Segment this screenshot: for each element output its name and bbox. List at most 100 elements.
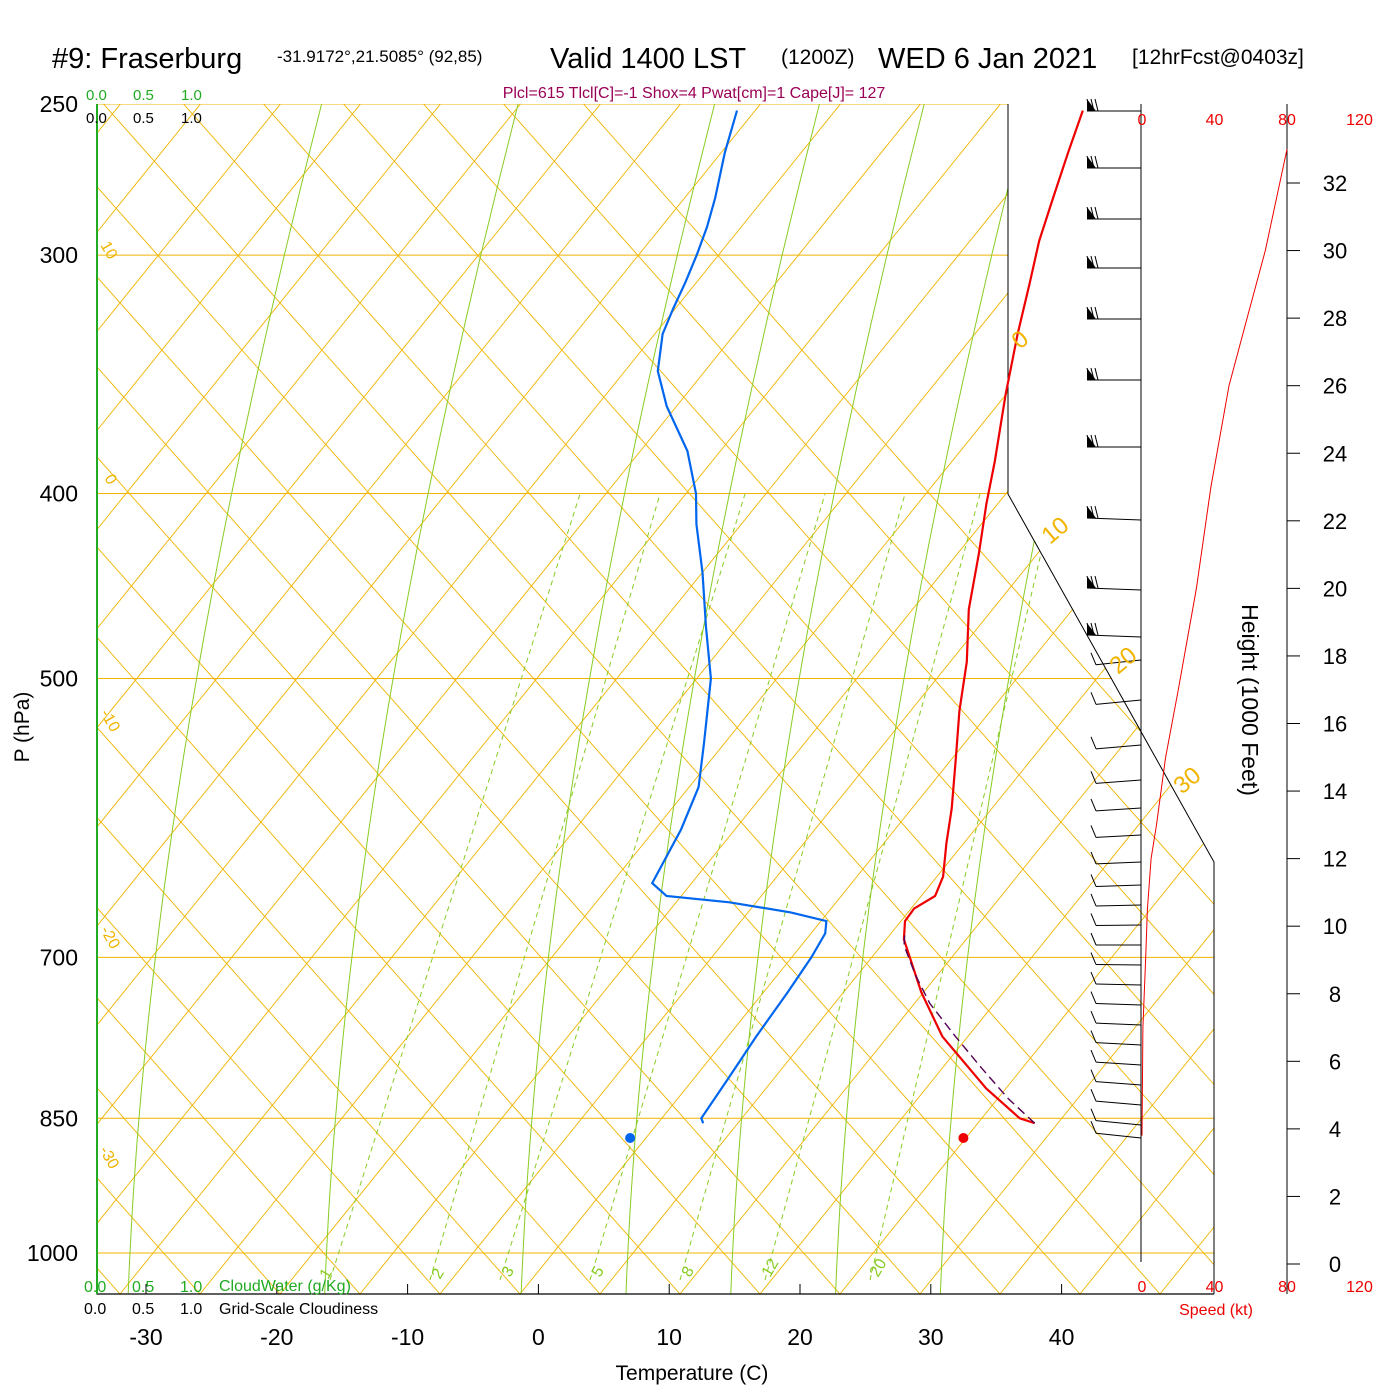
height-tick-label: 4: [1329, 1117, 1341, 1142]
wind-barb-staff: [1095, 1003, 1142, 1006]
dry-adiabat: [97, 104, 481, 1294]
isobar-lines: [97, 104, 1214, 1254]
wind-barb-feather: [1090, 971, 1097, 985]
wind-barb-staff: [1095, 1132, 1142, 1139]
wind-barb-feather: [1086, 155, 1091, 169]
speed-tick-bottom: 120: [1346, 1279, 1373, 1296]
height-tick-label: 0: [1329, 1252, 1341, 1277]
height-tick-label: 28: [1323, 306, 1347, 331]
wind-barb-feather: [1090, 1088, 1097, 1102]
mixing-ratio-line: [679, 493, 906, 1281]
wind-barb-feather: [1090, 798, 1097, 812]
x-tick-label: 20: [787, 1324, 813, 1350]
chart-coordinates: -31.9172°,21.5085° (92,85): [277, 47, 482, 66]
dry-adiabat: [97, 104, 641, 1294]
x-axis-title: Temperature (C): [616, 1362, 769, 1385]
height-tick-label: 10: [1323, 914, 1347, 939]
series-parcel: [903, 930, 1036, 1124]
wind-barb-feather: [1086, 434, 1091, 448]
dry-adiabat: [599, 104, 1214, 1294]
wind-barb-feather: [1090, 952, 1097, 965]
chart-utc-time: (1200Z): [781, 46, 855, 69]
wind-barb-feather: [1094, 155, 1099, 169]
wind-barb-staff: [1095, 904, 1142, 907]
wind-barb-feather: [1090, 771, 1097, 784]
wind-barb-feather: [1090, 1108, 1097, 1121]
wind-barb-staff: [1095, 1042, 1142, 1046]
wind-barb-feather: [1090, 575, 1095, 589]
height-tick-label: 14: [1323, 779, 1347, 804]
dry-adiabat: [97, 104, 561, 1294]
wind-barb-feather: [1090, 1069, 1097, 1082]
wind-barb-staff: [1095, 983, 1142, 986]
dry-adiabat: [97, 104, 401, 1294]
x-tick-label: -30: [129, 1324, 162, 1350]
wind-barb-feather: [1090, 893, 1097, 907]
y-tick-label: 500: [40, 666, 78, 692]
x-tick-label: 40: [1049, 1324, 1075, 1350]
dry-adiabat: [97, 104, 801, 1294]
wind-barb-feather: [1090, 434, 1095, 448]
cloudiness-legend: Grid-Scale Cloudiness: [219, 1301, 378, 1318]
wind-barb-feather: [1090, 1049, 1097, 1063]
wind-barb-staff: [1095, 834, 1142, 838]
dry-adiabat: [119, 104, 1121, 1294]
chart-title-station: #9: Fraserburg: [52, 43, 242, 75]
height-tick-label: 20: [1323, 576, 1347, 601]
wind-barb-staff: [1095, 1081, 1142, 1086]
mixing-ratio-line: [329, 493, 581, 1281]
speed-tick-top: 120: [1346, 112, 1373, 129]
wind-barb-staff: [1095, 1061, 1142, 1066]
wind-barb-staff: [1095, 807, 1142, 812]
moist-adiabat: [625, 104, 820, 1294]
wind-barb-feather: [1094, 98, 1099, 112]
height-tick-label: 30: [1323, 239, 1347, 264]
dry-adiabat: [519, 104, 1214, 1294]
dry-adiabat-cross: [139, 104, 1214, 1294]
height-axis-title: Height (1000 Feet): [1237, 604, 1263, 796]
wind-barb-feather: [1094, 434, 1099, 448]
speed-tick-top: 80: [1278, 112, 1296, 129]
cloud-scale-top-black-1: 0.5: [133, 110, 154, 127]
surface-dewpoint-dot: [625, 1133, 636, 1143]
wind-barb-staff: [1095, 699, 1142, 705]
mixing-ratio-line: [589, 493, 826, 1281]
speed-tick-bottom: 40: [1206, 1279, 1224, 1296]
wind-barb-staff: [1086, 517, 1142, 521]
wind-barb-feather: [1094, 575, 1099, 589]
dry-adiabat: [999, 104, 1214, 1294]
wind-barb-feather: [1090, 851, 1097, 865]
y-tick-label: 300: [40, 242, 78, 268]
wind-barb-staff: [1095, 861, 1142, 865]
wind-barb-feather: [1090, 692, 1097, 705]
wind-barb-feather: [1086, 575, 1091, 589]
dry-adiabat: [97, 104, 321, 1294]
dry-adiabat-cross: [97, 104, 521, 1294]
wind-barb-feather: [1090, 991, 1097, 1004]
dry-adiabat-cross: [97, 104, 1001, 1294]
dry-adiabat: [439, 104, 1214, 1294]
series-dewpoint: [650, 110, 828, 1124]
wind-barb-feather: [1090, 98, 1095, 112]
wind-barb-feather: [1090, 652, 1097, 665]
dry-adiabat: [97, 104, 881, 1294]
wind-barb-staff: [1095, 659, 1142, 666]
speed-axis-title: Speed (kt): [1179, 1302, 1253, 1319]
cloud-scale-bottom-green-0: 0.0: [84, 1279, 106, 1296]
series-temperature: [902, 110, 1084, 1125]
dry-adiabat-cross: [97, 104, 1161, 1294]
wind-barb-staff: [1095, 1120, 1142, 1126]
wind-barb-feather: [1090, 874, 1097, 887]
cloud-scale-bottom-black-2: 1.0: [180, 1301, 202, 1318]
plot-frame: [96, 104, 1288, 1295]
dry-adiabat: [759, 104, 1214, 1294]
height-tick-label: 8: [1329, 982, 1341, 1007]
mixing-ratio-line: [764, 493, 981, 1281]
wind-barb-staff: [1095, 884, 1142, 887]
moist-adiabat: [324, 104, 519, 1294]
y-tick-label: 700: [40, 944, 78, 970]
cloud-scale-top-green-0: 0.0: [86, 87, 107, 104]
cloud-scale-top-black-2: 1.0: [181, 110, 202, 127]
wind-barb-feather: [1090, 206, 1095, 220]
